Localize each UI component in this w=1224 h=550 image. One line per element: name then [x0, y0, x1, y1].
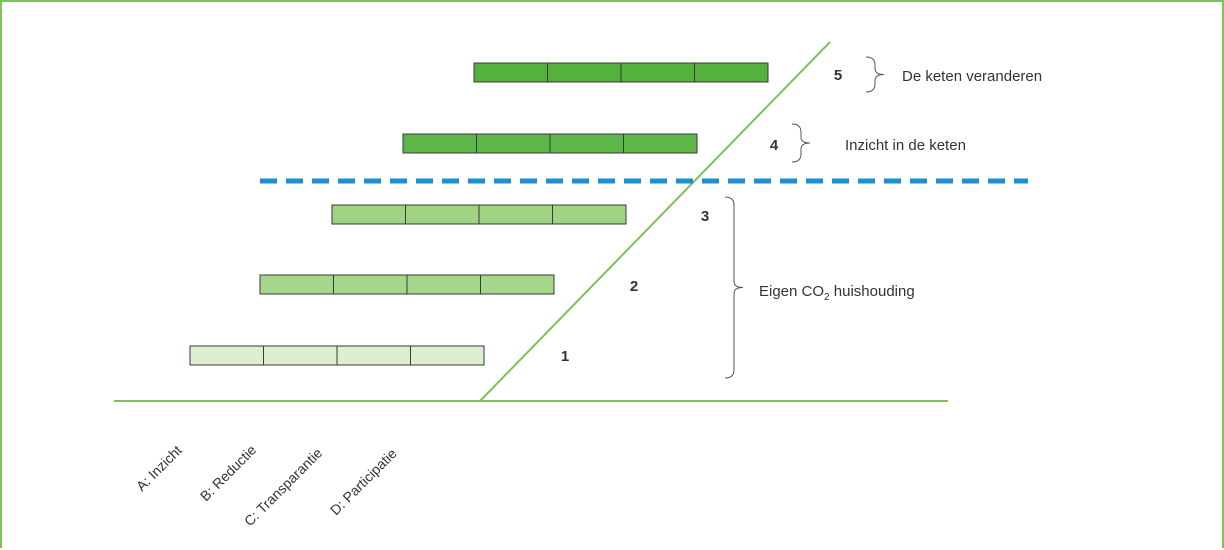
brace-keten-veranderen [865, 56, 885, 93]
brace-inzicht-keten [791, 123, 811, 163]
diagonal-line [479, 41, 831, 402]
level-bar-1 [189, 345, 485, 366]
level-bars [189, 62, 769, 366]
axis-label-b: B: Reductie [197, 441, 260, 504]
group-label-eigen-co2-after: huishouding [830, 283, 915, 300]
axis-label-a: A: Inzicht [133, 442, 185, 494]
level-number-1: 1 [561, 348, 569, 365]
axis-label-d: D: Participatie [327, 445, 400, 518]
brace-eigen-co2 [724, 196, 744, 379]
level-1-segment-2 [263, 345, 338, 366]
level-4-segment-4 [623, 133, 698, 154]
level-3-segment-4 [552, 204, 627, 225]
level-number-3: 3 [701, 208, 709, 225]
level-4-segment-3 [549, 133, 624, 154]
group-label-eigen-co2: Eigen CO2 huishouding [759, 283, 915, 303]
level-4-segment-1 [402, 133, 477, 154]
level-bar-5 [473, 62, 769, 83]
level-5-segment-3 [620, 62, 695, 83]
level-3-segment-3 [478, 204, 553, 225]
group-label-inzicht-keten: Inzicht in de keten [845, 137, 966, 154]
level-1-segment-4 [410, 345, 485, 366]
level-5-segment-1 [473, 62, 548, 83]
level-numbers: 1 2 3 4 5 [561, 67, 842, 365]
level-number-2: 2 [630, 278, 638, 295]
level-number-5: 5 [834, 67, 842, 84]
level-bar-3 [331, 204, 627, 225]
group-label-eigen-co2-before: Eigen CO [759, 283, 824, 300]
group-label-eigen-co2-subscript: 2 [824, 292, 830, 303]
level-5-segment-4 [694, 62, 769, 83]
level-5-segment-2 [547, 62, 622, 83]
level-bar-4 [402, 133, 698, 154]
level-2-segment-3 [406, 274, 481, 295]
level-2-segment-4 [480, 274, 555, 295]
level-1-segment-3 [336, 345, 411, 366]
level-2-segment-2 [333, 274, 408, 295]
level-4-segment-2 [476, 133, 551, 154]
level-number-4: 4 [770, 137, 779, 154]
group-braces [724, 56, 885, 379]
level-3-segment-2 [405, 204, 480, 225]
level-3-segment-1 [331, 204, 406, 225]
level-1-segment-1 [189, 345, 264, 366]
level-bar-2 [259, 274, 555, 295]
level-2-segment-1 [259, 274, 334, 295]
group-label-keten-veranderen: De keten veranderen [902, 68, 1042, 85]
